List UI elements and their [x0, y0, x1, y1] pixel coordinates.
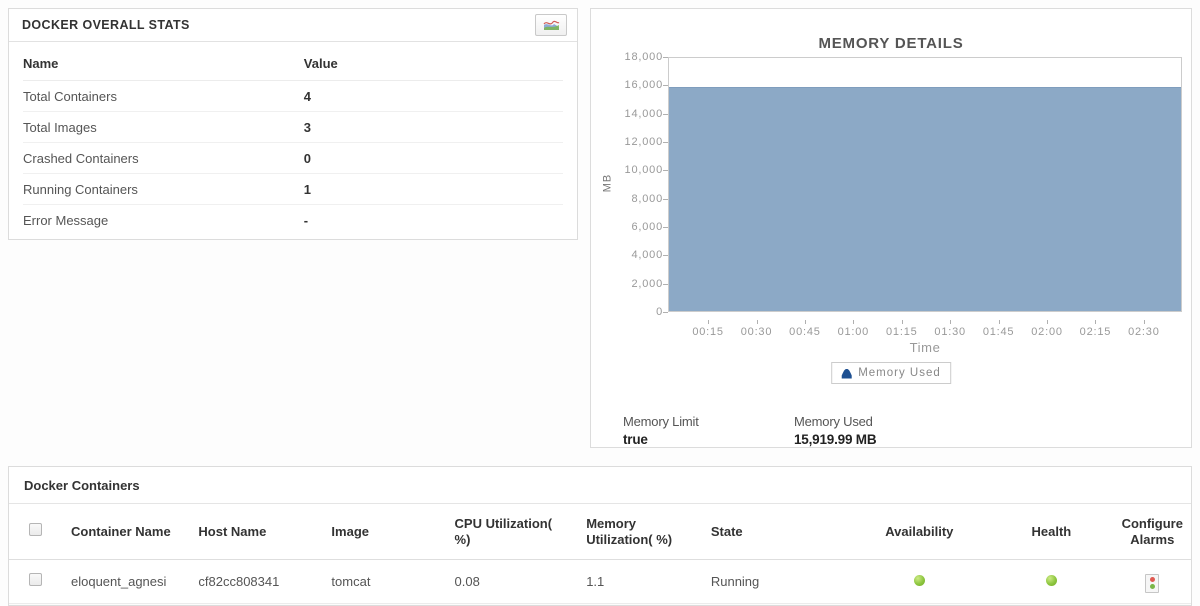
chart-title: MEMORY DETAILS	[818, 35, 964, 52]
y-tick-label: 14,000	[624, 107, 663, 120]
stat-name: Running Containers	[23, 173, 304, 205]
table-row: Running Containers 1	[23, 173, 563, 205]
table-row: Error Message -	[23, 205, 563, 236]
containers-panel-title: Docker Containers	[9, 467, 1191, 504]
stat-name: Total Images	[23, 111, 304, 143]
cell-container-name[interactable]: eloquent_agnesi	[70, 573, 167, 589]
col-availability: Availability	[885, 523, 954, 539]
y-tick-label: 2,000	[631, 277, 663, 290]
col-health: Health	[1031, 523, 1072, 539]
select-all-checkbox[interactable]	[29, 523, 43, 537]
area-chart-icon	[543, 20, 559, 30]
x-tick-label: 01:15	[886, 326, 918, 338]
row-checkbox[interactable]	[29, 573, 43, 587]
stat-value: -	[303, 213, 309, 228]
y-tick-label: 10,000	[624, 164, 663, 177]
configure-alarms-icon[interactable]	[1145, 573, 1160, 593]
stat-value: 1	[303, 173, 563, 205]
cell-state: Running	[710, 573, 760, 589]
table-row: Total Containers 4	[23, 80, 563, 112]
y-tick-label: 0	[656, 306, 663, 318]
x-axis: 00:15 00:30 00:45 01:00 01:15 01:30 01:45 02:00…	[668, 320, 1182, 339]
stat-name: Crashed Containers	[23, 142, 304, 174]
docker-overall-stats-panel: DOCKER OVERALL STATS Name Value Total Co…	[8, 8, 578, 240]
containers-header-row: Container Name Host Name Image CPU Utili…	[9, 504, 1191, 560]
col-host-name: Host Name	[198, 523, 267, 539]
stats-table: Name Value Total Containers 4 Total Imag…	[23, 46, 563, 235]
memory-used-kv: Memory Used 15,919.99 MB	[794, 414, 965, 447]
x-tick-label: 00:15	[692, 326, 724, 338]
table-row: eloquent_agnesi cf82cc808341 tomcat 0.08…	[9, 560, 1191, 604]
memory-summary: Memory Limit true Memory Used 15,919.99 …	[623, 414, 965, 447]
x-tick-label: 02:15	[1079, 326, 1112, 338]
y-tick-label: 16,000	[624, 79, 663, 92]
col-memory-utilization: Memory Utilization( %)	[586, 516, 673, 547]
x-tick-label: 02:30	[1128, 326, 1160, 338]
x-axis-title: Time	[909, 340, 941, 355]
legend-memory-used[interactable]: Memory Used	[831, 362, 951, 384]
memory-used-value: 15,919.99 MB	[794, 432, 877, 447]
plot-area[interactable]	[668, 57, 1182, 312]
stats-col-value: Value	[303, 46, 563, 81]
y-tick-label: 4,000	[631, 249, 663, 262]
stats-panel-title: DOCKER OVERALL STATS	[22, 18, 190, 32]
memory-limit-kv: Memory Limit true	[623, 414, 794, 447]
stat-value: 4	[303, 80, 563, 112]
y-tick-label: 6,000	[631, 221, 663, 233]
stat-value: 3	[303, 111, 563, 143]
stat-name: Error Message	[23, 213, 109, 228]
col-container-name: Container Name	[70, 523, 171, 539]
memory-limit-label: Memory Limit	[623, 414, 699, 429]
x-tick-label: 01:45	[982, 326, 1015, 338]
stat-name: Total Containers	[23, 80, 304, 112]
y-tick-label: 12,000	[624, 136, 663, 148]
cell-cpu-utilization: 0.08	[454, 573, 480, 589]
x-tick-label: 01:30	[934, 326, 966, 338]
legend-label: Memory Used	[858, 367, 941, 379]
stats-panel-header: DOCKER OVERALL STATS	[9, 9, 577, 42]
memory-limit-value: true	[623, 432, 648, 447]
stats-table-header-row: Name Value	[23, 46, 563, 81]
table-row: Crashed Containers 0	[23, 142, 563, 174]
cell-image: tomcat	[331, 573, 371, 589]
x-tick-label: 02:00	[1031, 326, 1063, 338]
health-up-icon	[1045, 574, 1057, 586]
stats-col-name: Name	[23, 46, 304, 81]
col-image: Image	[331, 523, 369, 539]
area-series-icon	[841, 368, 852, 378]
containers-table: Container Name Host Name Image CPU Utili…	[9, 504, 1191, 604]
col-cpu-utilization: CPU Utilization( %)	[454, 516, 553, 547]
memory-used-label: Memory Used	[794, 414, 873, 429]
stat-value: 0	[303, 142, 563, 174]
table-row: Total Images 3	[23, 111, 563, 143]
x-tick-label: 01:00	[837, 326, 870, 338]
y-tick-label: 18,000	[624, 51, 663, 63]
x-tick-label: 00:45	[789, 326, 821, 338]
availability-up-icon	[913, 574, 925, 586]
cell-memory-utilization: 1.1	[586, 573, 605, 589]
memory-used-area	[669, 87, 1181, 311]
memory-details-panel: MEMORY DETAILS MB 0 2,000 4,000 6,000 8,000 1…	[590, 8, 1192, 448]
cell-host-name: cf82cc808341	[198, 573, 280, 589]
docker-containers-panel: Docker Containers Container Name Host Na…	[8, 466, 1192, 606]
y-axis: 0 2,000 4,000 6,000 8,000 10,000 12,000 14,000 1…	[591, 51, 668, 318]
col-configure-alarms: Configure Alarms	[1121, 516, 1183, 547]
col-state: State	[710, 523, 743, 539]
x-tick-label: 00:30	[740, 326, 773, 338]
view-graph-button[interactable]	[535, 14, 567, 36]
y-tick-label: 8,000	[631, 192, 663, 205]
